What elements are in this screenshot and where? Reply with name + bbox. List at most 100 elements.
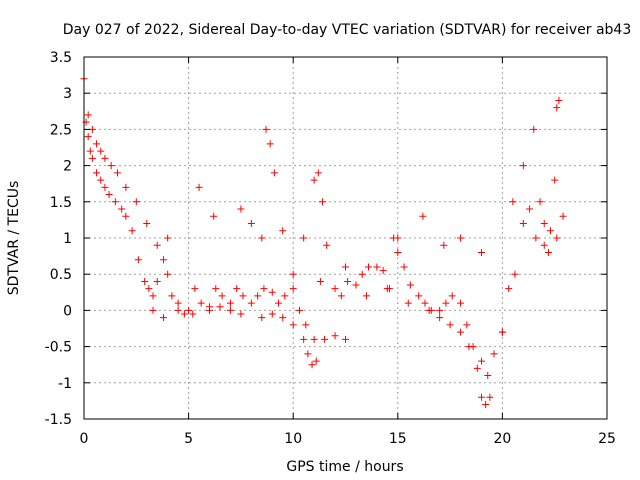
data-point xyxy=(310,335,318,343)
data-point xyxy=(482,401,490,409)
data-point xyxy=(308,361,316,369)
data-point xyxy=(289,270,297,278)
data-point xyxy=(457,299,465,307)
grid xyxy=(84,57,607,419)
data-point xyxy=(97,147,105,155)
data-point xyxy=(262,125,270,133)
data-point xyxy=(331,285,339,293)
x-tick-label: 10 xyxy=(284,431,302,447)
series-points xyxy=(80,75,567,380)
data-point xyxy=(337,292,345,300)
data-point xyxy=(321,335,329,343)
data-point xyxy=(312,357,320,365)
data-point xyxy=(365,263,373,271)
data-point xyxy=(415,292,423,300)
data-point xyxy=(226,306,234,314)
data-point xyxy=(442,299,450,307)
data-point xyxy=(421,299,429,307)
data-point xyxy=(111,198,119,206)
data-point xyxy=(419,212,427,220)
data-point xyxy=(406,281,414,289)
data-point xyxy=(185,306,193,314)
data-point xyxy=(247,220,255,228)
data-point xyxy=(275,299,283,307)
data-point xyxy=(153,241,161,249)
data-point xyxy=(143,220,151,228)
data-point xyxy=(141,277,149,285)
data-point xyxy=(509,198,517,206)
y-tick-label: 3 xyxy=(63,86,72,102)
data-point xyxy=(101,183,109,191)
data-point xyxy=(519,162,527,170)
data-point xyxy=(289,321,297,329)
data-point xyxy=(247,299,255,307)
data-point xyxy=(358,270,366,278)
data-point xyxy=(149,306,157,314)
data-point xyxy=(145,285,153,293)
data-point xyxy=(540,220,548,228)
data-point xyxy=(218,292,226,300)
x-tick-label: 25 xyxy=(598,431,616,447)
y-tick-label: 0 xyxy=(63,303,72,319)
data-point xyxy=(153,277,161,285)
data-point xyxy=(206,306,214,314)
y-tick-label: -1.5 xyxy=(45,412,72,428)
chart-title: Day 027 of 2022, Sidereal Day-to-day VTE… xyxy=(63,22,632,38)
data-point xyxy=(373,263,381,271)
data-point xyxy=(463,321,471,329)
data-point xyxy=(314,169,322,177)
data-point xyxy=(526,205,534,213)
data-point xyxy=(88,125,96,133)
data-point xyxy=(404,299,412,307)
data-point xyxy=(331,332,339,340)
data-point xyxy=(281,292,289,300)
data-point xyxy=(323,241,331,249)
data-points xyxy=(80,75,567,409)
data-point xyxy=(180,310,188,318)
data-point xyxy=(505,285,513,293)
data-point xyxy=(498,328,506,336)
data-point xyxy=(159,314,167,322)
data-point xyxy=(210,212,218,220)
data-point xyxy=(540,241,548,249)
data-point xyxy=(477,393,485,401)
data-point xyxy=(304,350,312,358)
data-point xyxy=(318,198,326,206)
data-point xyxy=(555,96,563,104)
y-tick-label: -1 xyxy=(58,376,72,392)
y-tick-label: 2.5 xyxy=(50,122,72,138)
data-point xyxy=(105,191,113,199)
data-point xyxy=(107,162,115,170)
data-point xyxy=(448,292,456,300)
data-point xyxy=(128,227,136,235)
data-point xyxy=(490,350,498,358)
data-point xyxy=(484,372,492,380)
data-point xyxy=(84,111,92,119)
data-point xyxy=(237,205,245,213)
data-point xyxy=(519,220,527,228)
data-point xyxy=(84,133,92,141)
data-point xyxy=(101,154,109,162)
data-point xyxy=(551,176,559,184)
data-point xyxy=(457,234,465,242)
x-axis-label: GPS time / hours xyxy=(286,459,403,475)
data-point xyxy=(216,303,224,311)
y-tick-label: 2 xyxy=(63,159,72,175)
data-point xyxy=(113,169,121,177)
data-point xyxy=(233,285,241,293)
data-point xyxy=(379,267,387,275)
data-point xyxy=(440,241,448,249)
data-point xyxy=(342,335,349,343)
data-point xyxy=(149,292,157,300)
data-point xyxy=(300,335,308,343)
y-tick-label: -0.5 xyxy=(45,340,72,356)
data-point xyxy=(362,292,370,300)
data-point xyxy=(394,234,402,242)
data-point xyxy=(191,285,199,293)
data-point xyxy=(536,198,544,206)
data-point xyxy=(457,328,465,336)
data-point xyxy=(547,227,555,235)
data-point xyxy=(473,364,481,372)
x-tick-label: 15 xyxy=(389,431,407,447)
